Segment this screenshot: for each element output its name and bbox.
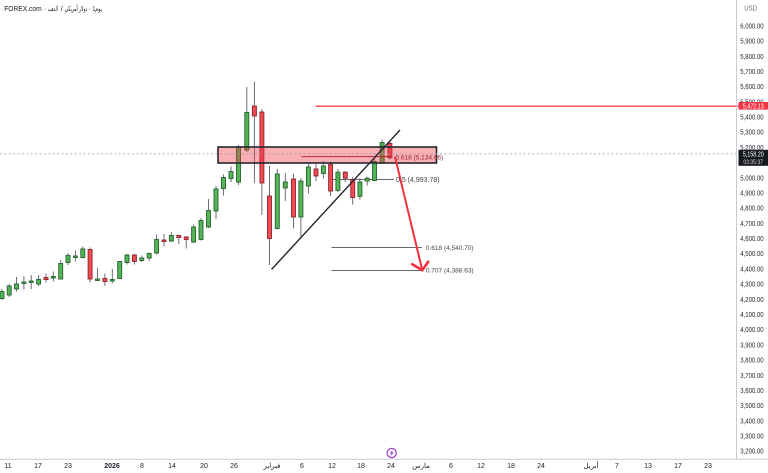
svg-text:8: 8 <box>140 463 144 470</box>
svg-text:6: 6 <box>449 463 453 470</box>
svg-text:17: 17 <box>34 463 42 470</box>
svg-text:5,800.00: 5,800.00 <box>740 54 763 61</box>
svg-text:0.707 (4,388.63): 0.707 (4,388.63) <box>426 268 474 275</box>
svg-text:4,200.00: 4,200.00 <box>740 297 763 304</box>
svg-text:5,200.00: 5,200.00 <box>740 145 763 152</box>
svg-text:03:35:37: 03:35:37 <box>743 159 763 166</box>
svg-text:24: 24 <box>537 463 545 470</box>
svg-text:5,600.00: 5,600.00 <box>740 84 763 91</box>
svg-text:20: 20 <box>200 463 208 470</box>
svg-text:USD: USD <box>744 6 757 13</box>
svg-text:5,900.00: 5,900.00 <box>740 39 763 46</box>
svg-text:5,700.00: 5,700.00 <box>740 69 763 76</box>
svg-text:فبراير: فبراير <box>262 462 280 470</box>
svg-text:0.5 (4,993.78): 0.5 (4,993.78) <box>396 177 440 184</box>
svg-text:5,000.00: 5,000.00 <box>740 175 763 182</box>
svg-text:11: 11 <box>4 463 11 470</box>
svg-text:18: 18 <box>507 463 515 470</box>
svg-text:0.618 (5,134.66): 0.618 (5,134.66) <box>396 155 444 162</box>
svg-text:FOREX.com: FOREX.com <box>4 6 42 13</box>
svg-text:3,200.00: 3,200.00 <box>740 449 763 456</box>
svg-text:23: 23 <box>64 463 72 470</box>
svg-text:4,100.00: 4,100.00 <box>740 312 763 319</box>
svg-text:مارس: مارس <box>412 462 430 470</box>
svg-text:أبريل: أبريل <box>583 460 598 470</box>
svg-text:3,600.00: 3,600.00 <box>740 388 763 395</box>
svg-text:·: · <box>44 6 46 13</box>
svg-text:4,900.00: 4,900.00 <box>740 191 763 198</box>
svg-text:12: 12 <box>328 463 336 470</box>
svg-text:4,000.00: 4,000.00 <box>740 327 763 334</box>
svg-text:دولار أمريكي: دولار أمريكي <box>65 3 88 13</box>
svg-text:5,158.20: 5,158.20 <box>743 151 764 158</box>
svg-text:3,800.00: 3,800.00 <box>740 358 763 365</box>
svg-text:7: 7 <box>615 463 619 470</box>
svg-text:/: / <box>61 6 63 13</box>
svg-text:6: 6 <box>300 463 304 470</box>
svg-text:17: 17 <box>674 463 682 470</box>
svg-text:23: 23 <box>704 463 712 470</box>
svg-text:13: 13 <box>644 463 652 470</box>
svg-text:3,900.00: 3,900.00 <box>740 342 763 349</box>
svg-text:4,600.00: 4,600.00 <box>740 236 763 243</box>
svg-text:·: · <box>89 6 91 13</box>
svg-text:3,700.00: 3,700.00 <box>740 373 763 380</box>
svg-text:14: 14 <box>168 463 176 470</box>
svg-text:3,500.00: 3,500.00 <box>740 403 763 410</box>
svg-text:26: 26 <box>230 463 238 470</box>
svg-text:4,400.00: 4,400.00 <box>740 266 763 273</box>
svg-text:24: 24 <box>387 463 395 470</box>
svg-text:12: 12 <box>477 463 485 470</box>
svg-text:5,400.00: 5,400.00 <box>740 115 763 122</box>
svg-text:الذهب: الذهب <box>48 5 58 13</box>
svg-text:0.618 (4,540.70): 0.618 (4,540.70) <box>426 245 474 252</box>
svg-text:5,472.13: 5,472.13 <box>743 103 764 110</box>
svg-text:1يوم: 1يوم <box>93 6 103 13</box>
svg-text:3,300.00: 3,300.00 <box>740 434 763 441</box>
svg-text:3,400.00: 3,400.00 <box>740 418 763 425</box>
svg-text:2026: 2026 <box>104 463 120 470</box>
svg-text:5,300.00: 5,300.00 <box>740 130 763 137</box>
svg-text:18: 18 <box>357 463 365 470</box>
svg-text:6,000.00: 6,000.00 <box>740 23 763 30</box>
svg-text:4,800.00: 4,800.00 <box>740 206 763 213</box>
svg-text:4,500.00: 4,500.00 <box>740 251 763 258</box>
svg-text:4,700.00: 4,700.00 <box>740 221 763 228</box>
svg-text:4,300.00: 4,300.00 <box>740 282 763 289</box>
